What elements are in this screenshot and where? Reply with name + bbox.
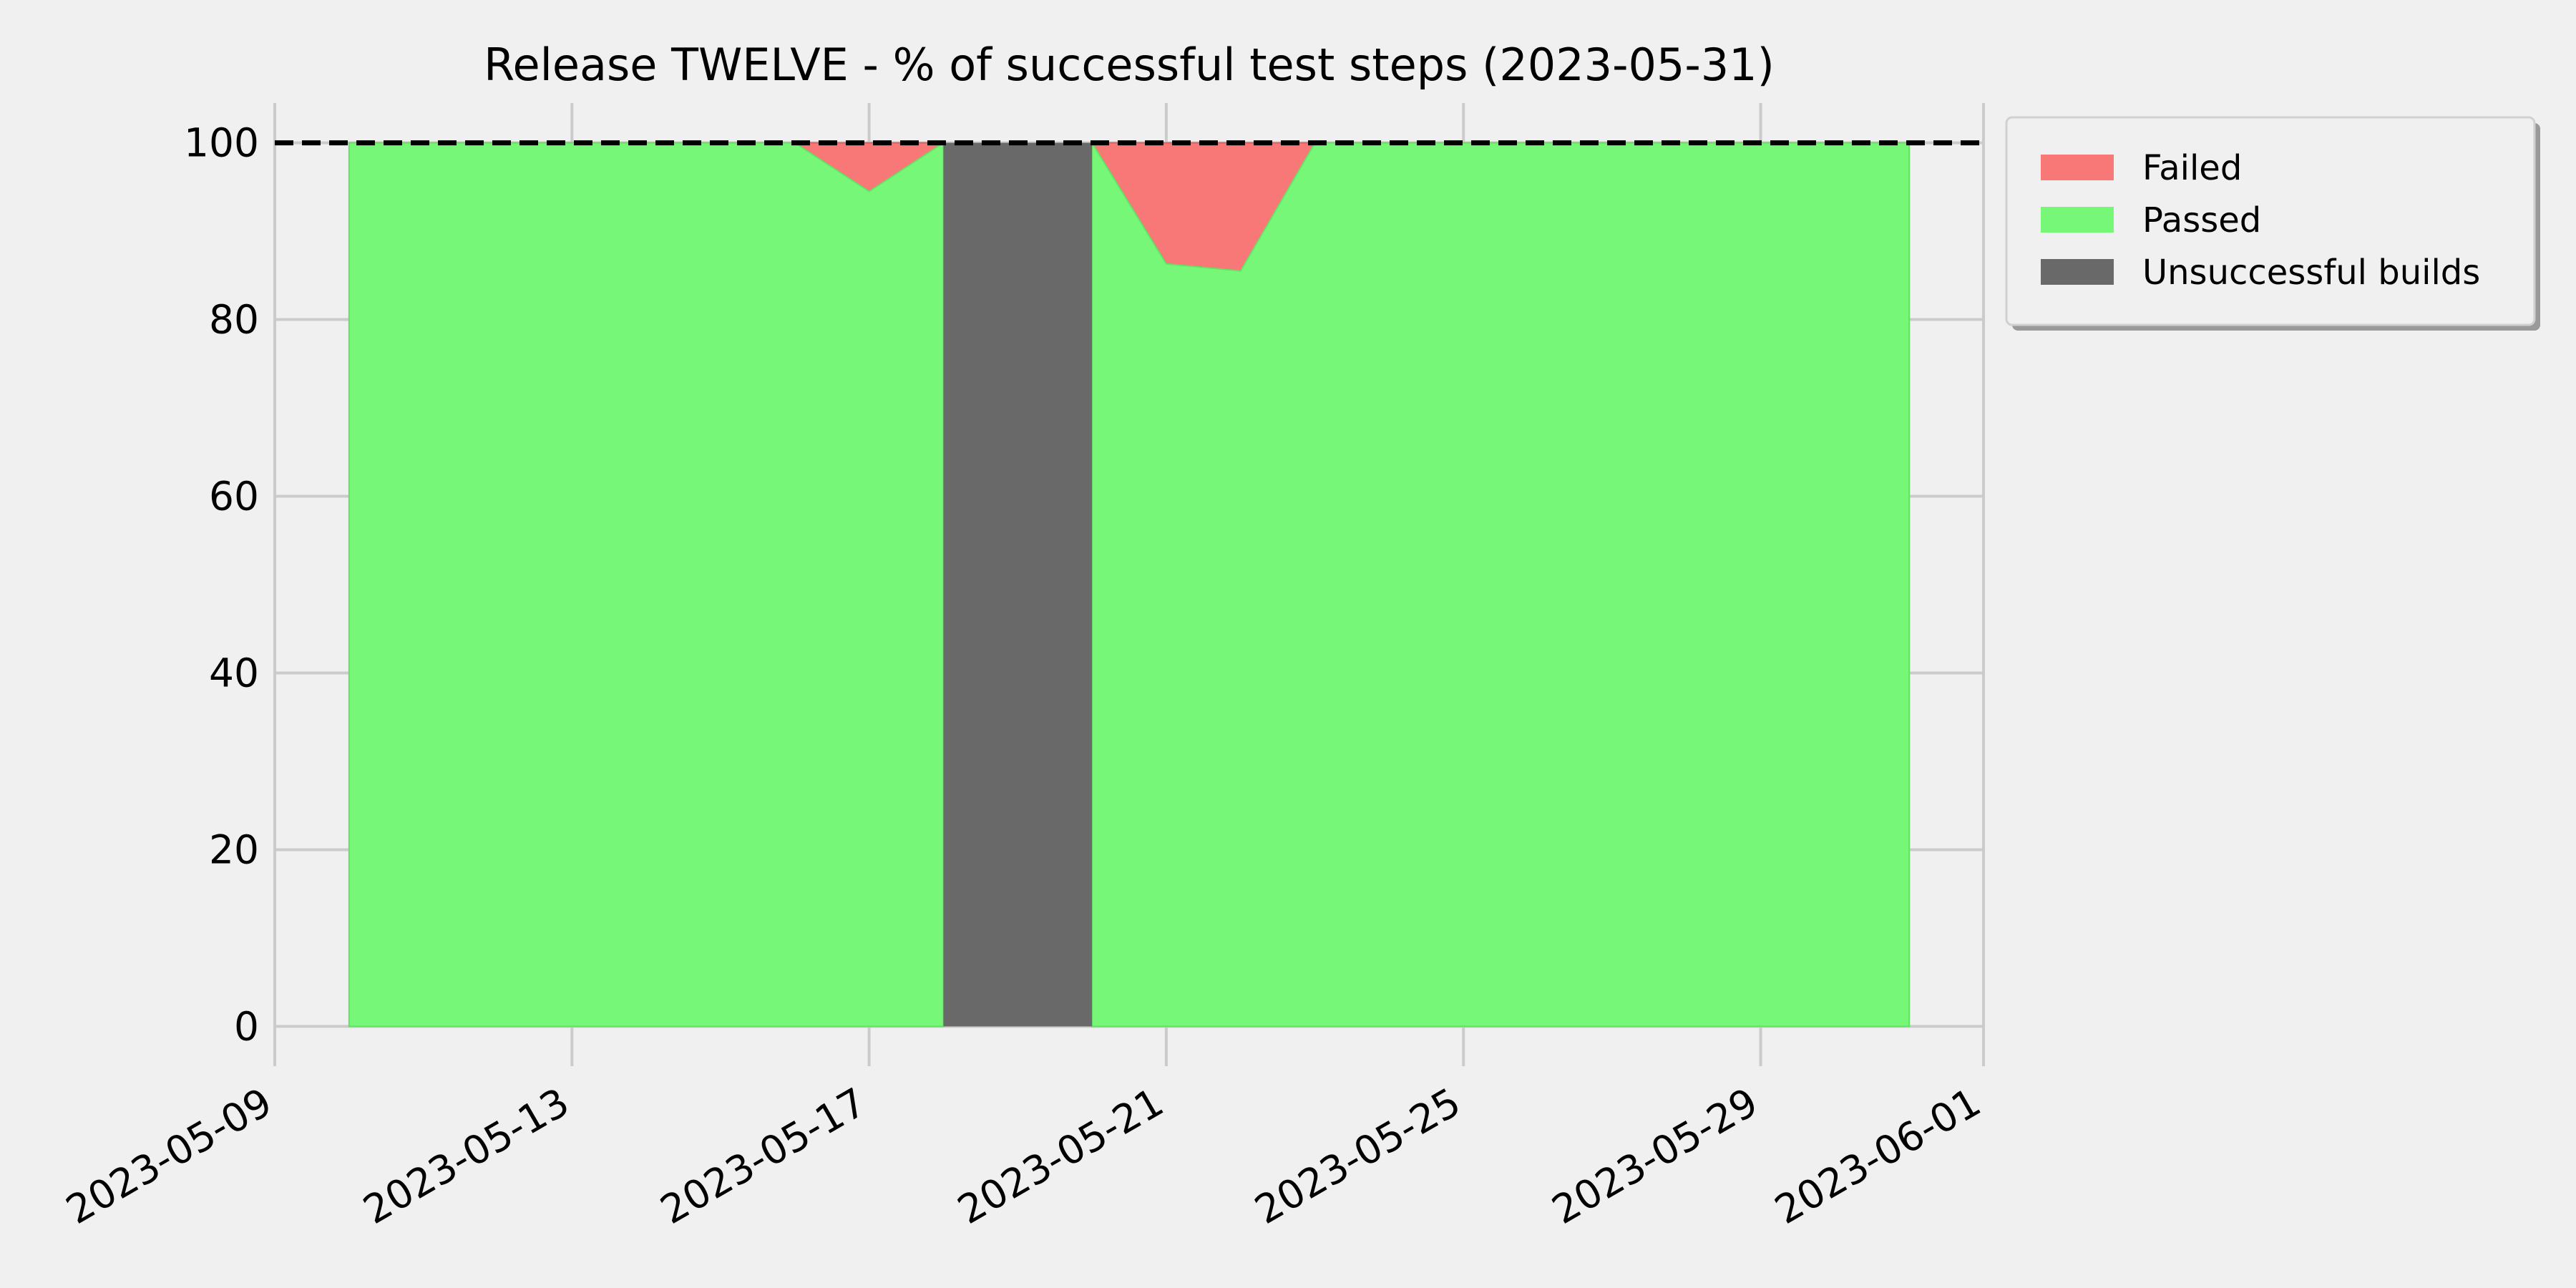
y-axis-ticks: 0 20 40 60 80 100 (184, 120, 259, 1050)
y-tick-label: 0 (234, 1003, 259, 1049)
y-tick-label: 80 (209, 297, 259, 343)
unsuccessful-builds-bar (943, 142, 1093, 1027)
passed-area (348, 141, 945, 1028)
legend-swatch-failed (2041, 155, 2114, 180)
legend-swatch-passed (2041, 207, 2114, 233)
chart-title: Release TWELVE - % of successful test st… (484, 39, 1775, 91)
legend-label-passed: Passed (2142, 200, 2261, 240)
y-tick-label: 20 (209, 826, 259, 872)
legend-swatch-unsuccessful-builds (2041, 259, 2114, 285)
y-tick-label: 100 (184, 120, 259, 166)
legend: Failed Passed Unsuccessful builds (2005, 116, 2540, 331)
y-tick-label: 40 (209, 650, 259, 696)
passed-area (1091, 140, 1911, 1028)
legend-label-failed: Failed (2142, 148, 2242, 188)
legend-label-unsuccessful-builds: Unsuccessful builds (2142, 253, 2480, 293)
y-tick-label: 60 (209, 474, 259, 519)
legend-box (2005, 116, 2536, 326)
plot-areas (348, 140, 1911, 1028)
